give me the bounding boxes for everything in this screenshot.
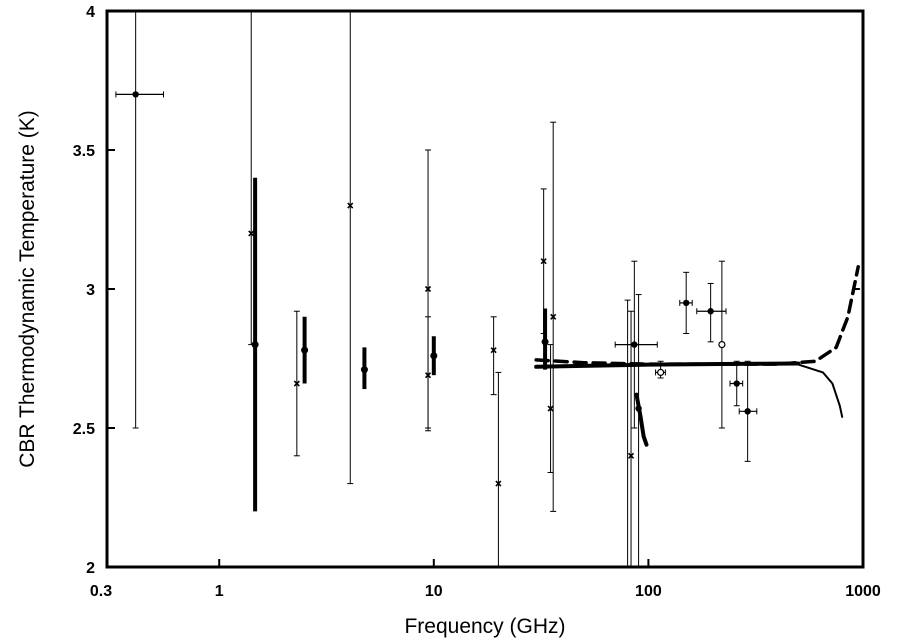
measurement-19 bbox=[635, 294, 642, 567]
measurement-22 bbox=[696, 282, 727, 343]
x-axis-ticks: 0.3 1 10 100 1000 bbox=[90, 559, 881, 600]
data-point bbox=[248, 230, 255, 237]
data-point bbox=[347, 202, 354, 209]
measurement-17 bbox=[627, 310, 635, 567]
data-point bbox=[251, 341, 259, 349]
data-point bbox=[682, 299, 690, 307]
measurement-14 bbox=[547, 344, 554, 473]
measurement-21 bbox=[679, 271, 693, 334]
measurement-23 bbox=[718, 260, 726, 429]
model-curve-3 bbox=[634, 392, 649, 447]
y-tick-label: 2.5 bbox=[73, 421, 95, 438]
data-point bbox=[707, 308, 714, 315]
data-point bbox=[540, 258, 547, 265]
measurement-20 bbox=[655, 360, 666, 379]
data-point bbox=[490, 347, 497, 354]
model-curve-1 bbox=[534, 265, 860, 366]
data-point bbox=[547, 405, 554, 412]
data-marks bbox=[115, 11, 861, 567]
x-tick-label: 100 bbox=[635, 583, 662, 600]
measurement-9 bbox=[430, 336, 438, 376]
x-tick-label: 0.3 bbox=[90, 583, 112, 600]
measurement-3 bbox=[293, 310, 300, 457]
measurement-4 bbox=[301, 316, 309, 384]
measurement-2 bbox=[251, 177, 259, 512]
measurement-6 bbox=[360, 347, 368, 390]
data-point bbox=[495, 480, 502, 487]
measurement-10 bbox=[490, 316, 497, 396]
model-curve-0 bbox=[534, 361, 801, 369]
model-curve-2 bbox=[797, 363, 844, 418]
data-point bbox=[430, 352, 438, 360]
data-point bbox=[733, 380, 740, 387]
measurement-15 bbox=[550, 121, 557, 512]
data-point bbox=[293, 380, 300, 387]
plot-frame bbox=[105, 9, 865, 569]
x-axis-title: Frequency (GHz) bbox=[404, 615, 565, 638]
data-point bbox=[631, 341, 638, 348]
data-point bbox=[360, 366, 368, 374]
y-axis-title: CBR Thermodynamic Temperature (K) bbox=[16, 110, 39, 468]
data-point bbox=[657, 368, 665, 376]
measurement-25 bbox=[738, 360, 758, 462]
y-tick-label: 2 bbox=[86, 560, 95, 577]
data-point bbox=[132, 91, 139, 98]
x-tick-label: 1000 bbox=[845, 583, 881, 600]
measurement-16 bbox=[624, 299, 631, 567]
data-point bbox=[550, 313, 557, 320]
data-point bbox=[424, 285, 432, 293]
y-tick-label: 4 bbox=[86, 4, 95, 21]
x-tick-label: 10 bbox=[425, 583, 443, 600]
measurement-24 bbox=[729, 360, 744, 407]
measurement-5 bbox=[347, 11, 354, 485]
data-point bbox=[635, 405, 642, 412]
y-tick-label: 3 bbox=[86, 282, 95, 299]
data-point bbox=[744, 408, 751, 415]
data-point bbox=[424, 372, 432, 379]
data-point bbox=[541, 338, 549, 346]
measurement-0 bbox=[115, 11, 164, 429]
data-point bbox=[301, 346, 309, 354]
data-point bbox=[718, 341, 726, 349]
y-axis-ticks: 2 2.5 3 3.5 4 bbox=[73, 4, 115, 577]
measurement-11 bbox=[495, 371, 502, 567]
measurement-18 bbox=[614, 260, 658, 429]
y-tick-label: 3.5 bbox=[73, 143, 95, 160]
data-point bbox=[627, 452, 635, 459]
x-tick-label: 1 bbox=[215, 583, 224, 600]
measurement-8 bbox=[424, 316, 432, 432]
measurement-13 bbox=[541, 308, 549, 370]
